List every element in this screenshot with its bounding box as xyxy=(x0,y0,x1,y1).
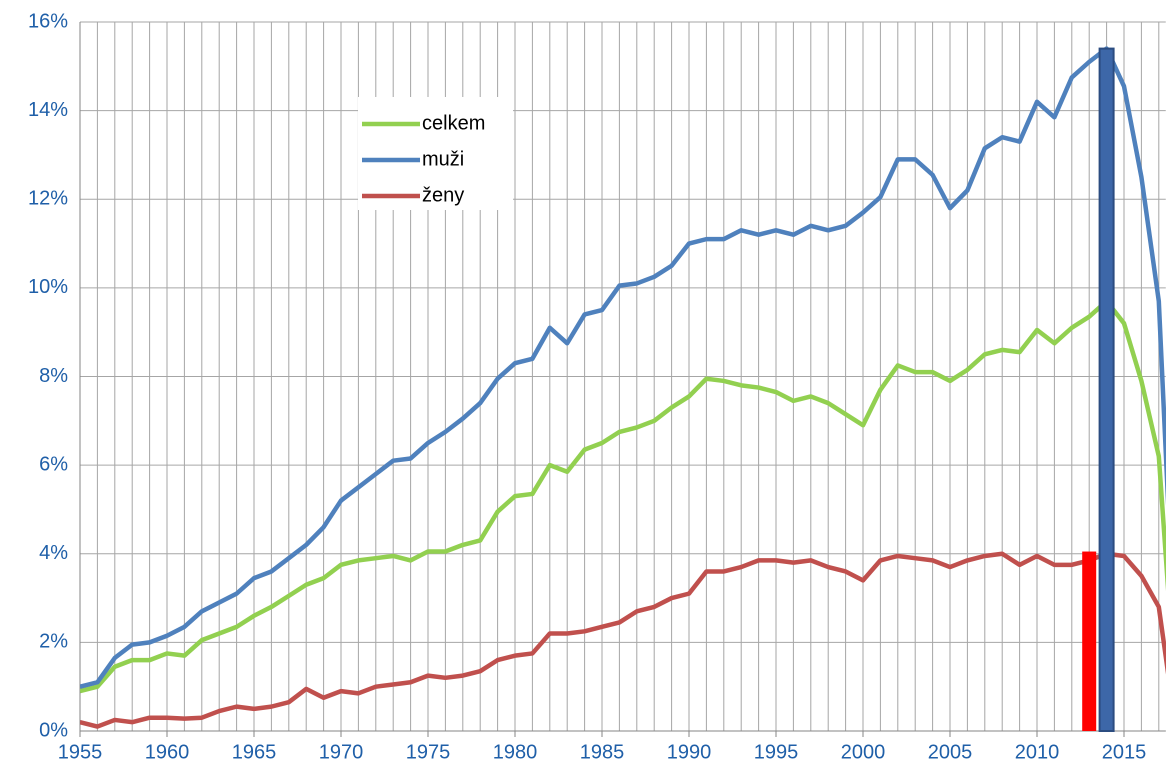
legend-box xyxy=(358,97,513,210)
y-tick-label: 16% xyxy=(28,10,68,32)
x-tick-label: 1965 xyxy=(232,741,277,763)
x-tick-label: 1975 xyxy=(406,741,451,763)
x-tick-label: 2015 xyxy=(1102,741,1147,763)
y-tick-label: 6% xyxy=(39,453,68,475)
legend-label: celkem xyxy=(422,112,485,134)
y-tick-label: 0% xyxy=(39,719,68,741)
legend: celkem muži ženy xyxy=(358,97,513,210)
y-tick-label: 14% xyxy=(28,99,68,121)
series-line xyxy=(80,298,1166,694)
x-tick-label: 1955 xyxy=(58,741,103,763)
x-tick-label: 1970 xyxy=(319,741,364,763)
x-tick-label: 2000 xyxy=(841,741,886,763)
y-tick-label: 4% xyxy=(39,542,68,564)
highlight-bar xyxy=(1082,551,1097,731)
x-tick-label: 1960 xyxy=(145,741,190,763)
x-tick-label: 2005 xyxy=(928,741,973,763)
series-line xyxy=(80,551,1166,729)
highlight-bar xyxy=(1098,47,1115,732)
x-tick-label: 1990 xyxy=(667,741,712,763)
x-tick-label: 2010 xyxy=(1015,741,1060,763)
y-tick-label: 12% xyxy=(28,188,68,210)
series-line xyxy=(80,46,1166,689)
legend-label: muži xyxy=(422,148,464,170)
x-tick-label: 1985 xyxy=(580,741,625,763)
x-tick-label: 1995 xyxy=(754,741,799,763)
y-tick-label: 10% xyxy=(28,276,68,298)
legend-label: ženy xyxy=(422,184,464,206)
y-tick-label: 2% xyxy=(39,631,68,653)
y-tick-label: 8% xyxy=(39,365,68,387)
x-tick-label: 1980 xyxy=(493,741,538,763)
plot-area xyxy=(80,46,1166,732)
